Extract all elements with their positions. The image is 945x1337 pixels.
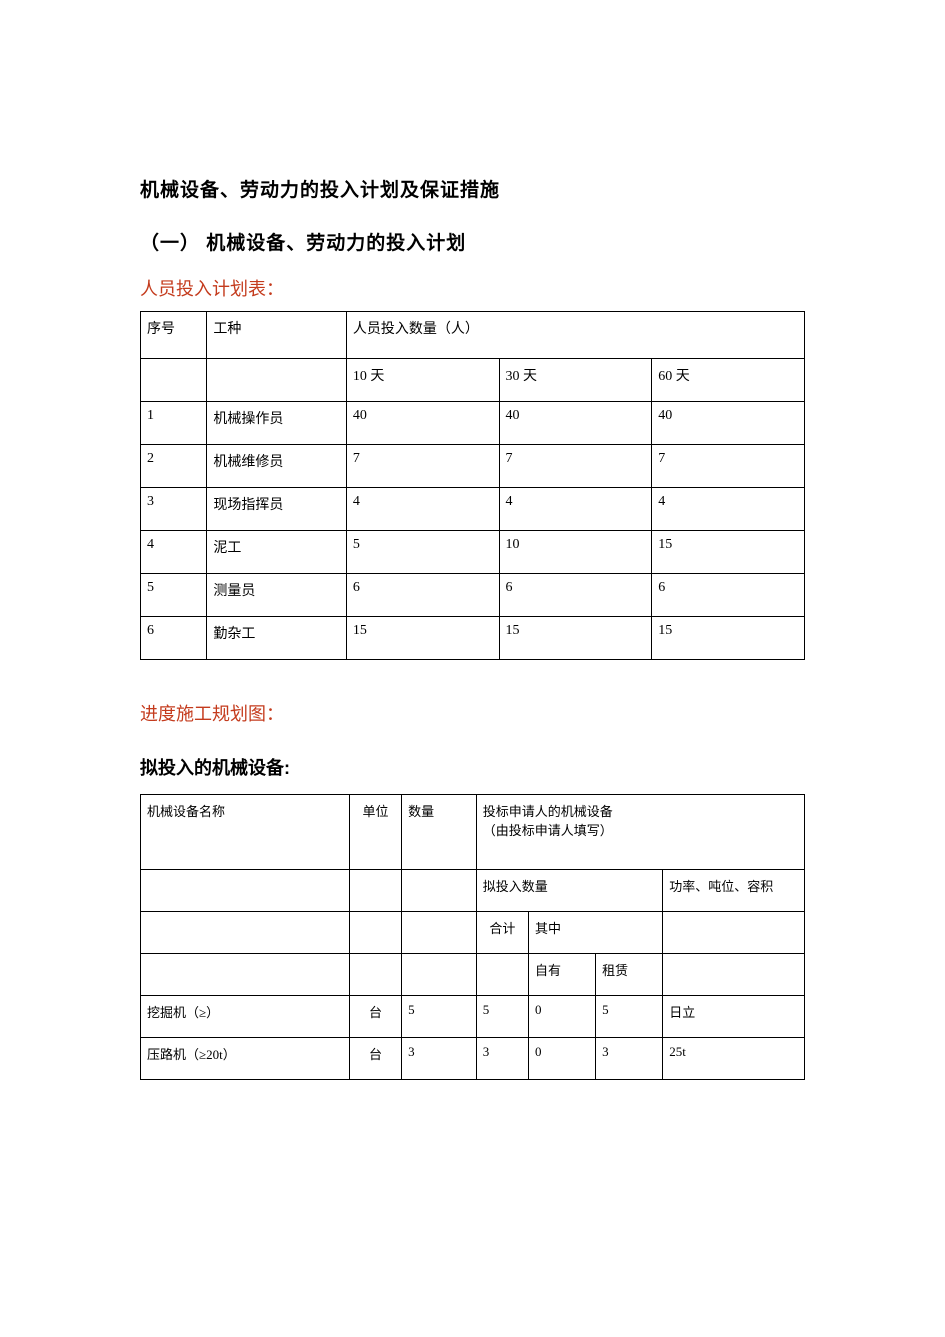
cell-type: 泥工 — [207, 531, 346, 574]
section-heading-1: （一） 机械设备、劳动力的投入计划 — [140, 228, 805, 255]
cell-10d: 15 — [346, 617, 499, 660]
header-own: 自有 — [528, 954, 595, 996]
cell-total: 5 — [476, 996, 528, 1038]
header-among: 其中 — [528, 912, 662, 954]
cell-empty — [402, 912, 477, 954]
cell-name: 挖掘机（≥） — [141, 996, 350, 1038]
personnel-table: 序号 工种 人员投入数量（人） 10 天 30 天 60 天 1 机械操作员 4… — [140, 311, 805, 660]
table-row: 1 机械操作员 40 40 40 — [141, 402, 805, 445]
cell-spec: 25t — [663, 1038, 805, 1080]
cell-30d: 4 — [499, 488, 652, 531]
table-row: 自有 租赁 — [141, 954, 805, 996]
cell-type: 机械操作员 — [207, 402, 346, 445]
table-row: 2 机械维修员 7 7 7 — [141, 445, 805, 488]
header-spec: 功率、吨位、容积 — [663, 870, 805, 912]
cell-empty — [663, 912, 805, 954]
table-row: 机械设备名称 单位 数量 投标申请人的机械设备 （由投标申请人填写） — [141, 795, 805, 870]
cell-type: 勤杂工 — [207, 617, 346, 660]
header-60d: 60 天 — [652, 359, 805, 402]
cell-60d: 15 — [652, 617, 805, 660]
header-qty: 人员投入数量（人） — [346, 312, 804, 359]
cell-type: 现场指挥员 — [207, 488, 346, 531]
cell-30d: 7 — [499, 445, 652, 488]
schedule-title: 进度施工规划图： — [140, 700, 805, 726]
cell-qty: 5 — [402, 996, 477, 1038]
cell-unit: 台 — [349, 996, 401, 1038]
cell-own: 0 — [528, 996, 595, 1038]
equipment-table: 机械设备名称 单位 数量 投标申请人的机械设备 （由投标申请人填写） 拟投入数量… — [140, 794, 805, 1080]
table-row: 序号 工种 人员投入数量（人） — [141, 312, 805, 359]
header-total: 合计 — [476, 912, 528, 954]
table-row: 10 天 30 天 60 天 — [141, 359, 805, 402]
cell-empty — [402, 870, 477, 912]
cell-60d: 7 — [652, 445, 805, 488]
cell-type: 测量员 — [207, 574, 346, 617]
cell-30d: 6 — [499, 574, 652, 617]
cell-60d: 15 — [652, 531, 805, 574]
cell-empty — [476, 954, 528, 996]
cell-empty — [141, 954, 350, 996]
header-rent: 租赁 — [596, 954, 663, 996]
header-qty: 数量 — [402, 795, 477, 870]
cell-30d: 15 — [499, 617, 652, 660]
cell-seq: 6 — [141, 617, 207, 660]
header-seq: 序号 — [141, 312, 207, 359]
cell-10d: 5 — [346, 531, 499, 574]
table-row: 3 现场指挥员 4 4 4 — [141, 488, 805, 531]
header-applicant-line1: 投标申请人的机械设备 — [483, 804, 613, 819]
equip-title: 拟投入的机械设备: — [140, 754, 805, 780]
table-row: 5 测量员 6 6 6 — [141, 574, 805, 617]
personnel-table-title: 人员投入计划表： — [140, 275, 805, 301]
cell-unit: 台 — [349, 1038, 401, 1080]
cell-seq: 5 — [141, 574, 207, 617]
cell-30d: 10 — [499, 531, 652, 574]
cell-seq: 4 — [141, 531, 207, 574]
cell-empty — [141, 912, 350, 954]
cell-empty — [207, 359, 346, 402]
cell-empty — [349, 912, 401, 954]
header-name: 机械设备名称 — [141, 795, 350, 870]
cell-seq: 2 — [141, 445, 207, 488]
header-unit: 单位 — [349, 795, 401, 870]
cell-60d: 6 — [652, 574, 805, 617]
table-row: 合计 其中 — [141, 912, 805, 954]
cell-10d: 40 — [346, 402, 499, 445]
cell-60d: 4 — [652, 488, 805, 531]
cell-rent: 3 — [596, 1038, 663, 1080]
cell-60d: 40 — [652, 402, 805, 445]
header-30d: 30 天 — [499, 359, 652, 402]
cell-type: 机械维修员 — [207, 445, 346, 488]
page-title: 机械设备、劳动力的投入计划及保证措施 — [140, 175, 805, 202]
table-row: 拟投入数量 功率、吨位、容积 — [141, 870, 805, 912]
table-row: 6 勤杂工 15 15 15 — [141, 617, 805, 660]
header-applicant: 投标申请人的机械设备 （由投标申请人填写） — [476, 795, 804, 870]
cell-empty — [349, 954, 401, 996]
cell-10d: 7 — [346, 445, 499, 488]
cell-qty: 3 — [402, 1038, 477, 1080]
cell-empty — [402, 954, 477, 996]
cell-own: 0 — [528, 1038, 595, 1080]
table-row: 挖掘机（≥） 台 5 5 0 5 日立 — [141, 996, 805, 1038]
table-row: 压路机（≥20t） 台 3 3 0 3 25t — [141, 1038, 805, 1080]
cell-empty — [349, 870, 401, 912]
cell-rent: 5 — [596, 996, 663, 1038]
cell-10d: 4 — [346, 488, 499, 531]
cell-spec: 日立 — [663, 996, 805, 1038]
header-type: 工种 — [207, 312, 346, 359]
cell-seq: 1 — [141, 402, 207, 445]
cell-10d: 6 — [346, 574, 499, 617]
cell-seq: 3 — [141, 488, 207, 531]
table-row: 4 泥工 5 10 15 — [141, 531, 805, 574]
header-plan-qty: 拟投入数量 — [476, 870, 663, 912]
cell-total: 3 — [476, 1038, 528, 1080]
cell-empty — [663, 954, 805, 996]
cell-30d: 40 — [499, 402, 652, 445]
header-10d: 10 天 — [346, 359, 499, 402]
header-applicant-line2: （由投标申请人填写） — [483, 823, 613, 838]
cell-name: 压路机（≥20t） — [141, 1038, 350, 1080]
cell-empty — [141, 359, 207, 402]
cell-empty — [141, 870, 350, 912]
